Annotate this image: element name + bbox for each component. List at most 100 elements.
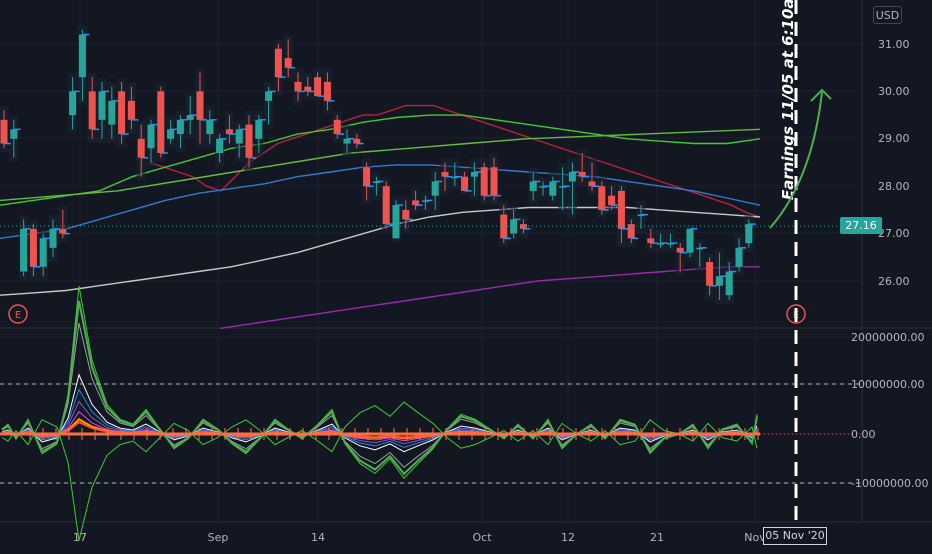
candle-body xyxy=(510,219,518,234)
candle-body xyxy=(568,171,576,182)
oscillator-axis-label: 20000000.00 xyxy=(851,331,924,344)
price-axis-label: 30.00 xyxy=(878,85,910,98)
candle-body xyxy=(294,81,302,92)
candle-body xyxy=(314,77,322,97)
candle-body xyxy=(255,119,263,139)
time-axis-label: 17 xyxy=(73,531,87,544)
oscillator-series-line xyxy=(1,286,758,480)
candle-body xyxy=(402,209,410,220)
time-axis-label: 21 xyxy=(650,531,664,544)
earnings-annotation: Earnings 11/05 at 6:10am xyxy=(779,0,797,200)
candle-body xyxy=(676,247,684,253)
price-axis-label: 27.00 xyxy=(878,227,910,240)
candle-body xyxy=(588,181,596,187)
time-axis-label: Sep xyxy=(208,531,229,544)
overlay: EEEarnings 11/05 at 6:10am xyxy=(0,0,862,528)
oscillator-series-line xyxy=(1,401,758,541)
candle-body xyxy=(441,171,449,177)
candle-body xyxy=(88,91,96,130)
candle-body xyxy=(10,129,18,139)
candle-body xyxy=(647,238,655,244)
candle-body xyxy=(0,119,8,144)
last-price-tag: 27.16 xyxy=(840,217,882,234)
candle-body xyxy=(147,124,155,149)
price-axis-label: 31.00 xyxy=(878,38,910,51)
moving-average-line xyxy=(0,128,761,202)
candle-body xyxy=(598,186,606,210)
moving-average-line xyxy=(219,266,760,330)
axes: 31.00 30.00 29.00 28.00 27.00 26.00 20000000.0… xyxy=(73,38,928,544)
candle-body xyxy=(69,91,77,116)
time-axis-label: 14 xyxy=(311,531,325,544)
candle-body xyxy=(157,91,165,154)
currency-badge[interactable]: USD xyxy=(873,6,902,24)
price-axis-label: 28.00 xyxy=(878,180,910,193)
moving-average-line xyxy=(0,206,761,296)
candle-body xyxy=(39,238,47,267)
candle-body xyxy=(127,100,135,120)
candle-body xyxy=(725,271,733,296)
candle-body xyxy=(529,181,537,191)
candle-body xyxy=(519,224,527,229)
candle-body xyxy=(333,119,341,135)
price-axis-label: 26.00 xyxy=(878,275,910,288)
oscillator-series-line xyxy=(1,322,758,468)
moving-average-line xyxy=(0,114,761,206)
candle-body xyxy=(627,224,635,239)
candle-body xyxy=(715,276,723,286)
candle-body xyxy=(617,190,625,229)
candle-body xyxy=(20,228,28,272)
candle-body xyxy=(500,214,508,239)
oscillator-axis-label: 10000000.00 xyxy=(851,378,924,391)
time-axis-label: Nov xyxy=(744,531,766,544)
candle-body xyxy=(735,247,743,267)
candle-body xyxy=(216,138,224,154)
arrow-curve xyxy=(769,91,823,229)
time-axis-label: 12 xyxy=(561,531,575,544)
candle-body xyxy=(78,34,86,78)
arrow-head xyxy=(810,88,832,102)
candle-body xyxy=(265,91,273,101)
candle-body xyxy=(392,205,400,239)
oscillator-axis-label: 0.00 xyxy=(851,428,876,441)
candle-body xyxy=(186,115,194,120)
candle-body xyxy=(461,176,469,191)
candle-body xyxy=(706,262,714,286)
candle-body xyxy=(470,171,478,177)
candle-body xyxy=(284,58,292,68)
candle-body xyxy=(363,167,371,187)
candle-body xyxy=(49,228,57,248)
oscillator-series-line xyxy=(1,300,758,476)
candle-body xyxy=(323,81,331,101)
oscillator-lines xyxy=(0,286,862,541)
candle-body xyxy=(274,48,282,78)
candle-body xyxy=(196,91,204,120)
candle-body xyxy=(549,181,557,196)
time-axis-label: Oct xyxy=(472,531,492,544)
candle-body xyxy=(608,195,616,206)
moving-average-line xyxy=(0,164,761,239)
oscillator-series-line xyxy=(1,373,758,453)
candle-body xyxy=(108,100,116,125)
candle-body xyxy=(98,91,106,120)
candle-body xyxy=(167,129,175,139)
candle-body xyxy=(245,124,253,158)
candle-body xyxy=(29,228,37,267)
candle-body xyxy=(745,224,753,244)
candle-body xyxy=(137,138,145,158)
candle-body xyxy=(382,186,390,225)
candle-body xyxy=(59,228,67,234)
crosshair-date-label: 05 Nov '20 xyxy=(763,527,827,545)
candle-body xyxy=(206,119,214,135)
candle-body xyxy=(490,167,498,196)
oscillator-series-line xyxy=(1,388,758,448)
candle-body xyxy=(225,129,233,135)
candle-body xyxy=(578,171,586,177)
price-axis-label: 29.00 xyxy=(878,132,910,145)
oscillator-axis-label: -10000000.00 xyxy=(851,477,928,490)
candle-body xyxy=(235,129,243,144)
earnings-marker xyxy=(8,304,28,324)
candle-body xyxy=(353,138,361,144)
